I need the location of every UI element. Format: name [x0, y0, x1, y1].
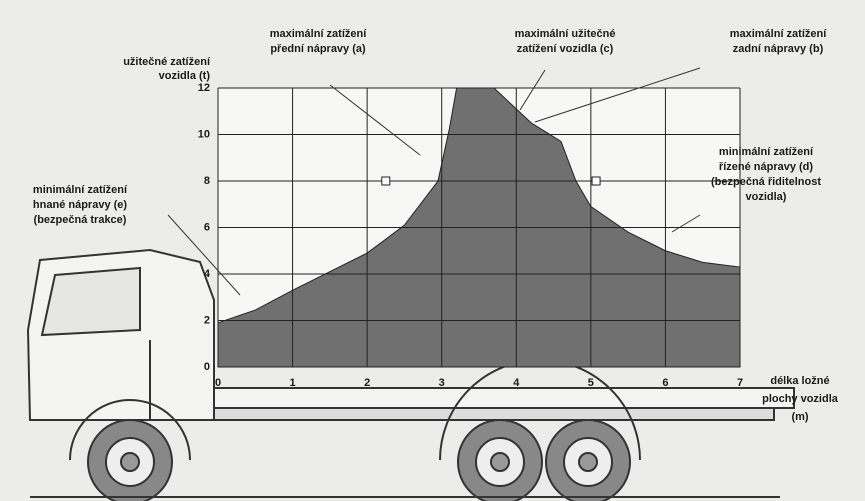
annotation: řízené nápravy (d)	[719, 161, 813, 173]
annotation: vozidla)	[746, 191, 787, 203]
annotation: minimální zatížení	[719, 146, 814, 158]
annotation: zadní nápravy (b)	[733, 43, 824, 55]
y-tick-label: 12	[198, 82, 210, 94]
y-tick-label: 4	[204, 268, 211, 280]
y-tick-label: 0	[204, 361, 210, 373]
annotation: přední nápravy (a)	[270, 43, 366, 55]
y-axis-label: vozidla (t)	[159, 70, 211, 82]
annotation: zatížení vozidla (c)	[517, 43, 614, 55]
x-tick-label: 5	[588, 377, 594, 389]
x-tick-label: 7	[737, 377, 743, 389]
x-tick-label: 1	[290, 377, 296, 389]
annotation: minimální zatížení	[33, 184, 128, 196]
annotation: maximální zatížení	[730, 28, 828, 40]
annotation: (bezpečná řiditelnost	[711, 176, 821, 188]
y-axis-label: užitečné zatížení	[123, 56, 211, 68]
x-axis-label: délka ložné	[770, 375, 829, 387]
annotation: hnané nápravy (e)	[33, 199, 127, 211]
x-tick-label: 6	[662, 377, 668, 389]
x-tick-label: 3	[439, 377, 445, 389]
x-tick-label: 4	[513, 377, 520, 389]
y-tick-label: 8	[204, 175, 210, 187]
point-marker	[592, 177, 600, 185]
y-tick-label: 10	[198, 128, 210, 140]
x-tick-label: 0	[215, 377, 221, 389]
x-tick-label: 2	[364, 377, 370, 389]
x-axis-label: (m)	[791, 411, 808, 423]
annotation: maximální užitečné	[515, 28, 616, 40]
annotation: (bezpečná trakce)	[34, 214, 127, 226]
annotation: maximální zatížení	[270, 28, 368, 40]
x-axis-label: plochy vozidla	[762, 393, 839, 405]
point-marker	[382, 177, 390, 185]
y-tick-label: 6	[204, 221, 210, 233]
chart: 01234567024681012užitečné zatíženívozidl…	[0, 0, 865, 501]
y-tick-label: 2	[204, 314, 210, 326]
